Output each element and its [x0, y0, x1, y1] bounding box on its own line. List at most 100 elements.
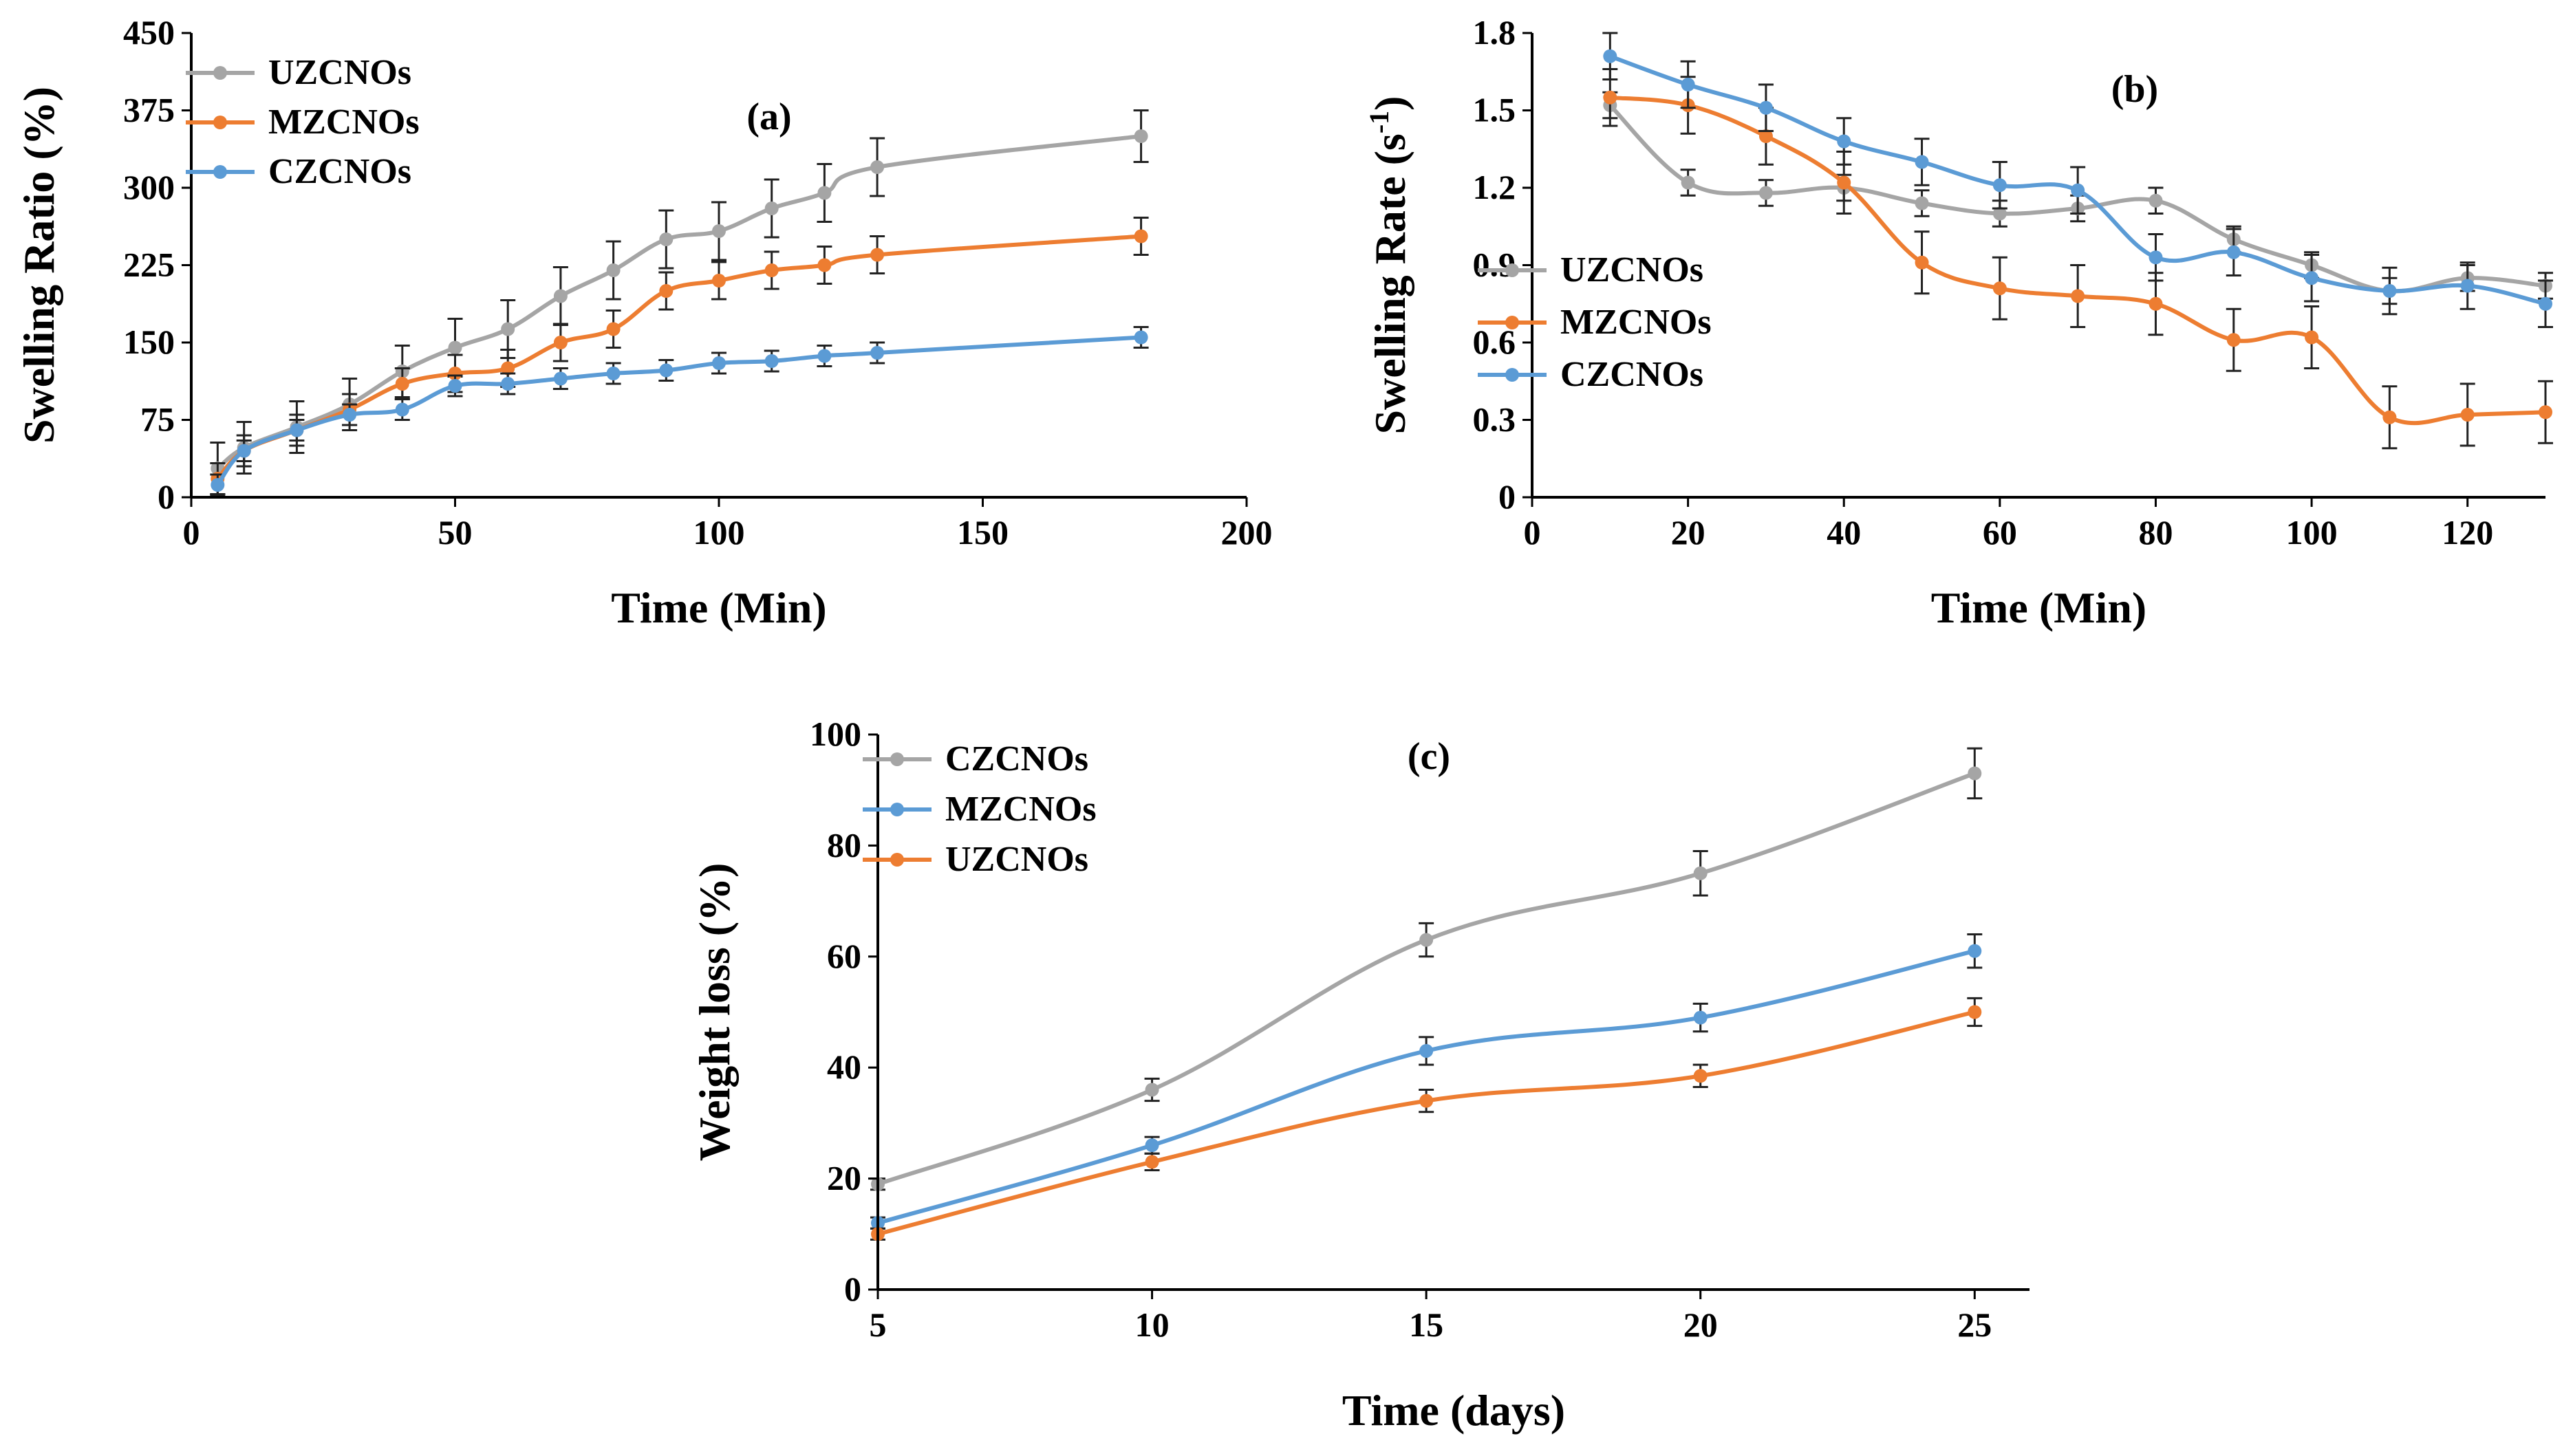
- series-uzcnos: [870, 997, 1983, 1241]
- x-tick-label: 100: [693, 513, 745, 552]
- data-point: [817, 186, 832, 200]
- data-point: [1419, 933, 1434, 947]
- y-tick-label: 375: [123, 91, 175, 129]
- series-line: [215, 335, 1143, 487]
- legend-label: CZCNOs: [268, 152, 411, 191]
- y-axis-title-main: Weight loss (%): [690, 863, 739, 1162]
- series-mzcnos: [1602, 68, 2553, 450]
- legend-swatch-marker: [890, 853, 904, 867]
- legend-item: CZCNOs: [863, 739, 1088, 779]
- legend-label: CZCNOs: [945, 739, 1088, 779]
- chart-panel-a: 0 75 150 225 300 375 450 0 50 100 150 200 (a) Time …: [14, 13, 1273, 632]
- data-point: [448, 379, 462, 393]
- data-point: [2539, 296, 2552, 311]
- data-point: [501, 377, 515, 391]
- data-point: [395, 377, 409, 391]
- data-point: [870, 248, 885, 262]
- legend-swatch-marker: [1505, 316, 1519, 329]
- legend-item: UZCNOs: [1478, 250, 1703, 290]
- data-point: [1603, 49, 1617, 63]
- data-point: [290, 423, 304, 437]
- data-point: [1145, 1138, 1159, 1153]
- data-point: [2226, 245, 2241, 259]
- data-point: [448, 340, 462, 355]
- x-tick-label: 10: [1135, 1305, 1170, 1344]
- data-point: [2539, 405, 2552, 420]
- data-point: [2382, 284, 2397, 298]
- data-point: [1693, 1010, 1708, 1025]
- data-point: [1681, 175, 1695, 190]
- legend-a: UZCNOs MZCNOs CZCNOs: [186, 53, 420, 191]
- x-tick-label: 0: [1524, 513, 1541, 552]
- legend-item: CZCNOs: [1478, 355, 1703, 394]
- data-point: [1968, 944, 1982, 958]
- data-point: [764, 354, 779, 368]
- y-tick-label: 1.5: [1473, 91, 1516, 129]
- data-point: [1419, 1043, 1434, 1058]
- x-tick-label: 25: [1957, 1305, 1992, 1344]
- legend-swatch-marker: [213, 165, 227, 179]
- legend-swatch-marker: [213, 66, 227, 80]
- x-tick-label: 0: [183, 513, 200, 552]
- legend-label: MZCNOs: [1560, 303, 1712, 342]
- data-point: [237, 444, 251, 458]
- data-point: [1134, 129, 1148, 143]
- x-tick-label: 200: [1221, 513, 1273, 552]
- series-line: [215, 234, 1143, 481]
- data-point: [501, 322, 515, 336]
- y-tick-label: 80: [827, 825, 861, 864]
- data-point: [2149, 296, 2163, 311]
- y-tick-label: 60: [827, 937, 861, 975]
- legend-b: UZCNOs MZCNOs CZCNOs: [1478, 250, 1712, 394]
- ticks-layer-b: 0 0.3 0.6 0.9 1.2 1.5 1.8 0 20 40 60 80 100 120: [1473, 13, 2494, 552]
- series-line: [876, 948, 1977, 1226]
- data-point: [2382, 410, 2397, 424]
- y-axis-title-close: ): [1366, 96, 1414, 111]
- ticks-layer-c: 0 20 40 60 80 100 5 10 15 20 25: [810, 715, 1992, 1344]
- x-tick-label: 5: [870, 1305, 887, 1344]
- chart-panel-b: 0 0.3 0.6 0.9 1.2 1.5 1.8 0 20 40 60 80 100 120 (b) T…: [1364, 13, 2553, 632]
- data-point: [2149, 250, 2163, 265]
- legend-label: MZCNOs: [945, 790, 1097, 829]
- data-point: [1992, 281, 2007, 296]
- legend-item: MZCNOs: [186, 102, 420, 142]
- y-tick-label: 0: [158, 477, 175, 516]
- data-point: [2071, 289, 2085, 303]
- data-point: [448, 367, 462, 380]
- data-point: [659, 284, 674, 298]
- data-point: [1134, 330, 1148, 345]
- y-tick-label: 0: [844, 1270, 861, 1308]
- data-point: [1758, 100, 1773, 115]
- y-tick-label: 225: [123, 246, 175, 284]
- legend-swatch-marker: [213, 116, 227, 129]
- data-point: [1968, 1005, 1982, 1019]
- x-tick-label: 150: [957, 513, 1009, 552]
- data-point: [2071, 183, 2085, 197]
- y-tick-label: 75: [140, 400, 175, 439]
- data-point: [1915, 155, 1929, 169]
- data-point: [553, 371, 568, 386]
- y-axis-title: Weight loss (%): [690, 863, 739, 1162]
- data-point: [1992, 178, 2007, 193]
- y-tick-label: 0: [1498, 477, 1516, 516]
- series-layer-c: [870, 747, 1983, 1241]
- data-point: [1419, 1094, 1434, 1108]
- data-point: [1915, 196, 1929, 210]
- data-point: [1681, 78, 1695, 91]
- x-tick-label: 50: [438, 513, 473, 552]
- data-point: [1915, 255, 1929, 270]
- data-point: [501, 361, 515, 376]
- legend-label: UZCNOs: [1560, 250, 1703, 290]
- series-layer-a: [210, 109, 1149, 497]
- x-tick-label: 20: [1671, 513, 1705, 552]
- series-mzcnos: [870, 933, 1983, 1230]
- data-point: [2149, 193, 2163, 208]
- legend-label: MZCNOs: [268, 102, 420, 142]
- data-point: [764, 202, 779, 215]
- series-czcnos: [1602, 32, 2553, 328]
- data-point: [1992, 206, 2007, 221]
- series-line: [876, 771, 1977, 1186]
- data-point: [1693, 1069, 1708, 1083]
- legend-swatch-marker: [1505, 263, 1519, 277]
- data-point: [659, 232, 674, 246]
